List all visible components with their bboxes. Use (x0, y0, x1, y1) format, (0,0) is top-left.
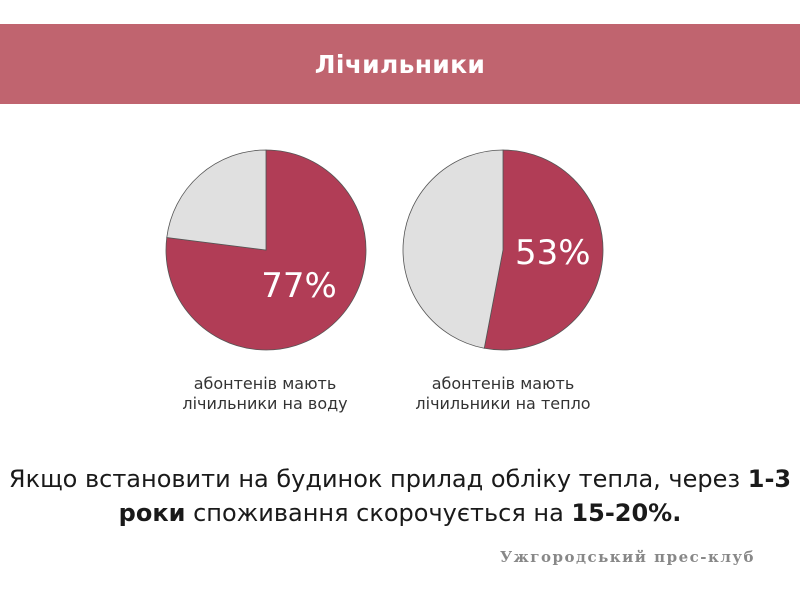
statement-text: Якщо встановити на будинок прилад обліку… (0, 462, 800, 530)
statement-part: споживання скорочується на (185, 499, 572, 527)
pie-slice (483, 149, 604, 351)
page-title: Лічильники (314, 49, 486, 79)
title-banner: Лічильники (0, 24, 800, 104)
pie-caption-heat: абонтенів мають лічильники на тепло (373, 374, 633, 414)
pie-data-label: 77% (261, 266, 337, 306)
footer-credit: Ужгородський прес-клуб (499, 548, 755, 566)
caption-line: лічильники на тепло (415, 394, 591, 413)
caption-line: абонтенів мають (431, 374, 575, 393)
pie-charts: 77% 53% (165, 149, 604, 351)
pie-caption-water: абонтенів мають лічильники на воду (135, 374, 395, 414)
pie-data-label: 53% (515, 233, 591, 273)
statement-bold-years-word: роки (118, 499, 186, 527)
caption-line: абонтенів мають (193, 374, 337, 393)
statement-part: Якщо встановити на будинок прилад обліку… (8, 465, 748, 493)
caption-line: лічильники на воду (182, 394, 348, 413)
statement-bold-years-range: 1-3 (747, 465, 792, 493)
pie-slice (402, 149, 504, 349)
pie-slice (166, 149, 267, 251)
statement-bold-percent: 15-20%. (571, 499, 682, 527)
